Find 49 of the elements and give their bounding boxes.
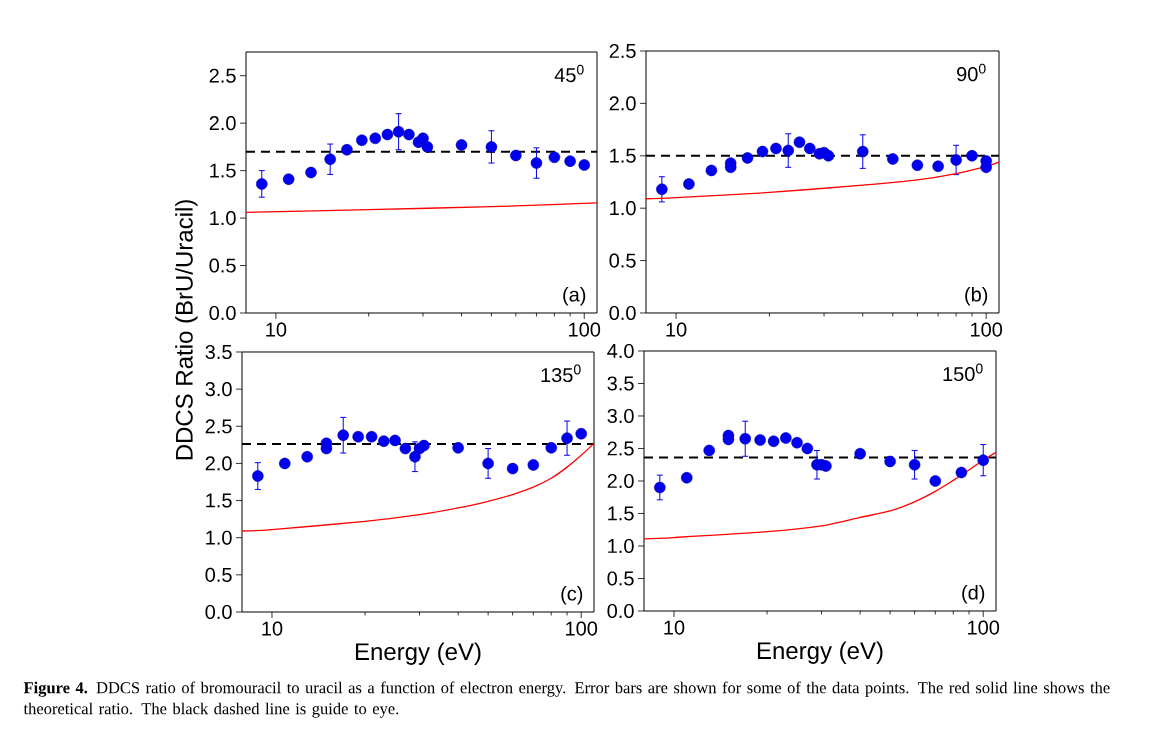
y-tick-label: 1.0 bbox=[210, 211, 236, 226]
y-tick-label: 0.5 bbox=[607, 571, 634, 586]
x-tick-label: 100 bbox=[569, 322, 601, 337]
y-tick-label: 2.0 bbox=[209, 116, 236, 131]
y-tick-label: 3.5 bbox=[607, 376, 634, 391]
annotation: 45$^{0}$ bbox=[554, 64, 584, 83]
y-tick-label: 2.0 bbox=[205, 456, 232, 471]
y-axis-title: DDCS Ratio (BrU/Uracil) bbox=[175, 200, 198, 460]
annotation: (c) bbox=[561, 585, 583, 605]
y-tick-label: 3.5 bbox=[205, 344, 232, 360]
y-tick-label: 0.5 bbox=[205, 567, 232, 582]
y-tick-label: 2.0 bbox=[607, 473, 634, 489]
x-tick-label: 100 bbox=[566, 621, 598, 636]
y-tick-label: 0.0 bbox=[209, 305, 236, 321]
y-tick-label: 4.0 bbox=[607, 343, 634, 359]
y-tick-label: 2.5 bbox=[205, 419, 232, 434]
y-tick-label: 1.0 bbox=[608, 538, 634, 554]
y-tick-label: 0.0 bbox=[609, 305, 636, 321]
y-tick-label: 1.0 bbox=[610, 201, 636, 216]
y-tick-label: 0.0 bbox=[205, 604, 232, 620]
y-tick-label: 0.0 bbox=[607, 603, 634, 619]
annotation: 135$^{0}$ bbox=[541, 364, 581, 383]
y-tick-label: 1.0 bbox=[206, 530, 232, 545]
x-tick-label: 10 bbox=[266, 322, 287, 337]
text: Figure 4. DDCS ratio of bromouracil to uracil as a function of electron energy. Error bars are shown for some of the data points. The red solid line shows the theoretical ratio. The black dashed line is guide to eye. bbox=[23, 681, 1110, 718]
y-tick-label: 2.5 bbox=[607, 441, 634, 456]
annotation: (b) bbox=[965, 286, 988, 306]
x-axis-title: Energy (eV) bbox=[757, 641, 883, 664]
annotation: (a) bbox=[563, 286, 586, 306]
y-tick-label: 1.5 bbox=[610, 148, 636, 163]
x-tick-label: 10 bbox=[666, 322, 687, 337]
x-tick-label: 100 bbox=[968, 620, 1000, 635]
annotation: 150$^{0}$ bbox=[943, 363, 983, 382]
y-tick-label: 2.5 bbox=[609, 43, 636, 59]
y-tick-label: 3.0 bbox=[205, 382, 232, 397]
y-tick-label: 2.0 bbox=[609, 96, 636, 111]
y-tick-label: 3.0 bbox=[607, 408, 634, 424]
x-tick-label: 10 bbox=[664, 620, 685, 635]
x-tick-label: 100 bbox=[971, 322, 1003, 337]
annotation: (d) bbox=[962, 584, 985, 604]
y-tick-label: 1.5 bbox=[210, 163, 236, 178]
y-tick-label: 2.5 bbox=[209, 68, 236, 83]
y-tick-label: 1.5 bbox=[608, 506, 634, 521]
y-tick-label: 0.5 bbox=[609, 253, 636, 268]
y-tick-label: 1.5 bbox=[206, 493, 232, 508]
x-axis-title: Energy (eV) bbox=[355, 642, 481, 665]
y-tick-label: 0.5 bbox=[209, 258, 236, 273]
annotation: 90$^{0}$ bbox=[957, 63, 986, 82]
x-tick-label: 10 bbox=[262, 621, 283, 636]
